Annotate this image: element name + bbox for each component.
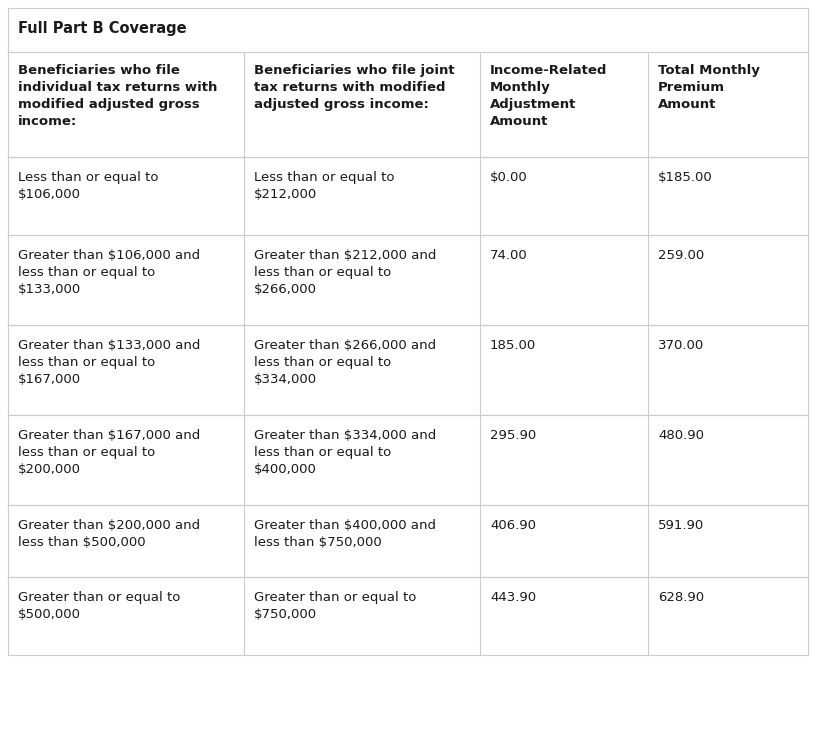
Bar <box>8 157 244 235</box>
Bar <box>648 157 808 235</box>
Bar <box>244 505 480 577</box>
Bar <box>244 52 480 157</box>
Text: 406.90: 406.90 <box>490 519 536 532</box>
Bar <box>244 577 480 655</box>
Text: 370.00: 370.00 <box>658 339 704 352</box>
Text: Greater than or equal to
$500,000: Greater than or equal to $500,000 <box>18 591 180 621</box>
Text: 259.00: 259.00 <box>658 249 704 262</box>
Bar <box>8 8 808 52</box>
Bar <box>8 505 244 577</box>
Text: Beneficiaries who file
individual tax returns with
modified adjusted gross
incom: Beneficiaries who file individual tax re… <box>18 64 217 128</box>
Bar <box>244 325 480 415</box>
Bar <box>480 235 648 325</box>
Bar <box>8 52 244 157</box>
Bar <box>480 577 648 655</box>
Text: Less than or equal to
$212,000: Less than or equal to $212,000 <box>254 171 394 201</box>
Text: 628.90: 628.90 <box>658 591 704 604</box>
Bar <box>648 52 808 157</box>
Bar <box>480 505 648 577</box>
Text: $185.00: $185.00 <box>658 171 712 184</box>
Bar <box>648 505 808 577</box>
Text: 480.90: 480.90 <box>658 429 704 442</box>
Text: Greater than or equal to
$750,000: Greater than or equal to $750,000 <box>254 591 416 621</box>
Bar <box>648 577 808 655</box>
Text: 295.90: 295.90 <box>490 429 536 442</box>
Text: Greater than $133,000 and
less than or equal to
$167,000: Greater than $133,000 and less than or e… <box>18 339 201 386</box>
Bar <box>480 157 648 235</box>
Text: Less than or equal to
$106,000: Less than or equal to $106,000 <box>18 171 158 201</box>
Bar <box>8 577 244 655</box>
Bar <box>648 235 808 325</box>
Bar <box>648 325 808 415</box>
Text: Income-Related
Monthly
Adjustment
Amount: Income-Related Monthly Adjustment Amount <box>490 64 607 128</box>
Text: Greater than $200,000 and
less than $500,000: Greater than $200,000 and less than $500… <box>18 519 200 549</box>
Bar <box>648 415 808 505</box>
Bar <box>480 325 648 415</box>
Bar <box>244 415 480 505</box>
Bar <box>480 52 648 157</box>
Text: Greater than $212,000 and
less than or equal to
$266,000: Greater than $212,000 and less than or e… <box>254 249 437 296</box>
Bar <box>480 415 648 505</box>
Text: Full Part B Coverage: Full Part B Coverage <box>18 21 187 36</box>
Text: Beneficiaries who file joint
tax returns with modified
adjusted gross income:: Beneficiaries who file joint tax returns… <box>254 64 455 111</box>
Text: 443.90: 443.90 <box>490 591 536 604</box>
Text: Greater than $266,000 and
less than or equal to
$334,000: Greater than $266,000 and less than or e… <box>254 339 436 386</box>
Bar <box>8 325 244 415</box>
Text: 591.90: 591.90 <box>658 519 704 532</box>
Bar <box>244 235 480 325</box>
Bar <box>244 157 480 235</box>
Bar <box>8 235 244 325</box>
Text: Greater than $400,000 and
less than $750,000: Greater than $400,000 and less than $750… <box>254 519 436 549</box>
Text: Total Monthly
Premium
Amount: Total Monthly Premium Amount <box>658 64 760 111</box>
Text: 185.00: 185.00 <box>490 339 536 352</box>
Text: Greater than $106,000 and
less than or equal to
$133,000: Greater than $106,000 and less than or e… <box>18 249 200 296</box>
Text: Greater than $334,000 and
less than or equal to
$400,000: Greater than $334,000 and less than or e… <box>254 429 437 476</box>
Text: $0.00: $0.00 <box>490 171 528 184</box>
Bar <box>8 415 244 505</box>
Text: 74.00: 74.00 <box>490 249 528 262</box>
Text: Greater than $167,000 and
less than or equal to
$200,000: Greater than $167,000 and less than or e… <box>18 429 200 476</box>
